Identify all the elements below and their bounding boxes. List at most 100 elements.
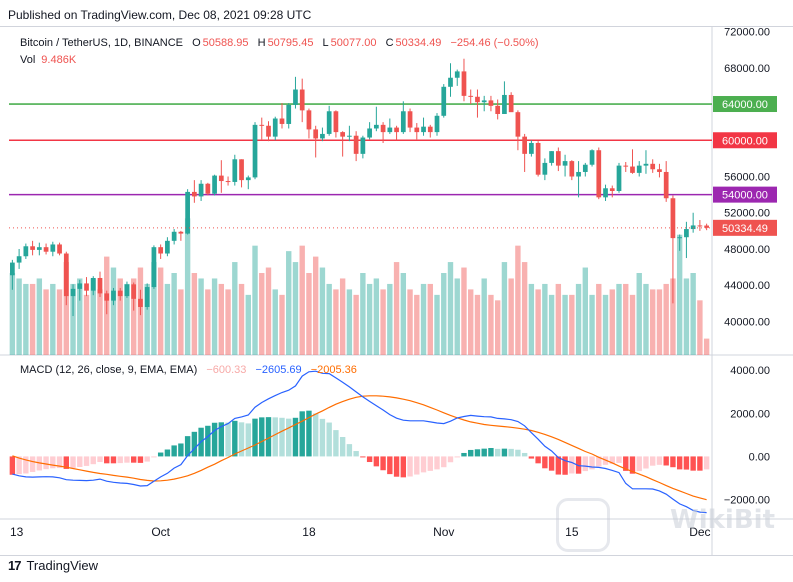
candle-body: [596, 150, 602, 198]
candle-body: [313, 129, 319, 139]
macd-histogram-bar: [97, 456, 103, 463]
price-change: −254.46 (−0.50%): [450, 37, 539, 49]
macd-histogram-bar: [542, 456, 548, 469]
time-tick-label: 18: [302, 525, 316, 539]
candle-body: [636, 165, 642, 173]
candle-body: [218, 175, 224, 182]
volume-bar: [225, 289, 231, 355]
macd-signal-value: −2005.36: [310, 364, 357, 376]
macd-histogram-bar: [77, 456, 83, 467]
candle-body: [347, 135, 352, 137]
volume-bar: [393, 262, 400, 355]
volume-bar: [171, 273, 177, 355]
volume-bar: [346, 289, 353, 355]
candle-body: [299, 89, 305, 111]
macd-histogram-bar: [137, 456, 144, 463]
symbol-name[interactable]: Bitcoin / TetherUS, 1D, BINANCE: [20, 37, 184, 49]
macd-histogram-bar: [326, 422, 332, 457]
macd-histogram-bar: [131, 456, 137, 463]
macd-histogram-bar: [265, 417, 272, 457]
macd-histogram-bar: [83, 456, 90, 466]
macd-histogram-bar: [366, 456, 373, 463]
volume-bar: [90, 278, 96, 355]
macd-histogram-bar: [29, 456, 36, 472]
macd-histogram-bar: [629, 456, 636, 474]
candle-body: [50, 244, 56, 252]
candle-body: [360, 137, 366, 154]
candlestick-chart[interactable]: 72000.00 68000.00 64000.00 60000.00 56000.00…: [0, 27, 793, 555]
candle-body: [380, 124, 386, 133]
level-label-bg: [713, 186, 777, 203]
tradingview-logo-icon[interactable]: 17: [8, 558, 22, 573]
macd-histogram-bar: [353, 451, 359, 457]
volume-bar: [481, 278, 487, 355]
chart-area[interactable]: 72000.00 68000.00 64000.00 60000.00 56000.00…: [0, 26, 793, 556]
volume-bar: [643, 283, 649, 355]
macd-histogram-bar: [676, 456, 683, 470]
volume-label[interactable]: Vol: [20, 54, 36, 66]
macd-histogram-bar: [164, 449, 171, 457]
volume-bar: [488, 294, 494, 355]
volume-bar: [252, 245, 258, 355]
macd-histogram-bar: [562, 456, 568, 475]
candle-body: [165, 240, 170, 254]
macd-histogram-bar: [104, 456, 110, 464]
time-tick-label: Oct: [151, 525, 170, 539]
volume-bar: [299, 245, 305, 355]
volume-bar: [420, 283, 427, 355]
candle-body: [144, 287, 150, 307]
candle-body: [84, 283, 89, 291]
macd-histogram-bar: [447, 456, 454, 463]
volume-bar: [131, 278, 137, 355]
macd-histogram-bar: [548, 456, 555, 471]
macd-label[interactable]: MACD (12, 26, close, 9, EMA, EMA): [20, 364, 198, 376]
volume-bar: [117, 278, 123, 355]
macd-signal-line: [12, 395, 707, 501]
candle-body: [225, 181, 231, 183]
candle-body: [421, 126, 426, 133]
volume-bar: [535, 289, 541, 355]
macd-histogram-bar: [427, 456, 433, 471]
candle-body: [515, 112, 521, 137]
candle-body: [414, 127, 420, 133]
macd-histogram-bar: [535, 456, 541, 464]
volume-bar: [589, 294, 595, 355]
macd-histogram-bar: [211, 422, 218, 457]
macd-histogram-bar: [56, 456, 63, 469]
candle-body: [138, 298, 143, 307]
candle-body: [400, 111, 406, 133]
volume-bar: [339, 278, 346, 355]
volume-bar: [454, 278, 460, 355]
volume-bar: [50, 283, 56, 355]
volume-bar: [366, 283, 373, 355]
candle-body: [151, 247, 157, 288]
macd-histogram-bar: [171, 445, 177, 457]
macd-histogram-bar: [286, 418, 292, 457]
volume-bar: [232, 262, 238, 355]
macd-histogram-bar: [703, 456, 710, 470]
price-tick-label: 48000.00: [724, 244, 770, 256]
volume-bar: [36, 278, 43, 355]
candle-body: [576, 171, 581, 177]
macd-histogram-bar: [218, 422, 225, 457]
candle-body: [16, 256, 22, 263]
level-label: 60000.00: [722, 135, 768, 147]
candle-body: [427, 126, 433, 133]
macd-histogram-bar: [481, 448, 487, 457]
footer-brand[interactable]: TradingView: [26, 558, 99, 573]
candle-body: [569, 161, 575, 177]
volume-bar: [279, 294, 285, 355]
volume-bar: [151, 262, 157, 355]
level-label: 54000.00: [722, 190, 768, 202]
footer: 17 TradingView: [8, 558, 98, 573]
candle-body: [582, 164, 588, 172]
candle-body: [320, 133, 325, 139]
volume-bar: [319, 267, 326, 355]
candle-body: [232, 159, 238, 182]
macd-histogram-bar: [420, 456, 427, 473]
volume-bar: [629, 294, 636, 355]
volume-bar: [690, 273, 696, 355]
macd-histogram-bar: [360, 456, 366, 458]
candle-body: [272, 118, 278, 137]
macd-histogram-bar: [319, 418, 326, 457]
